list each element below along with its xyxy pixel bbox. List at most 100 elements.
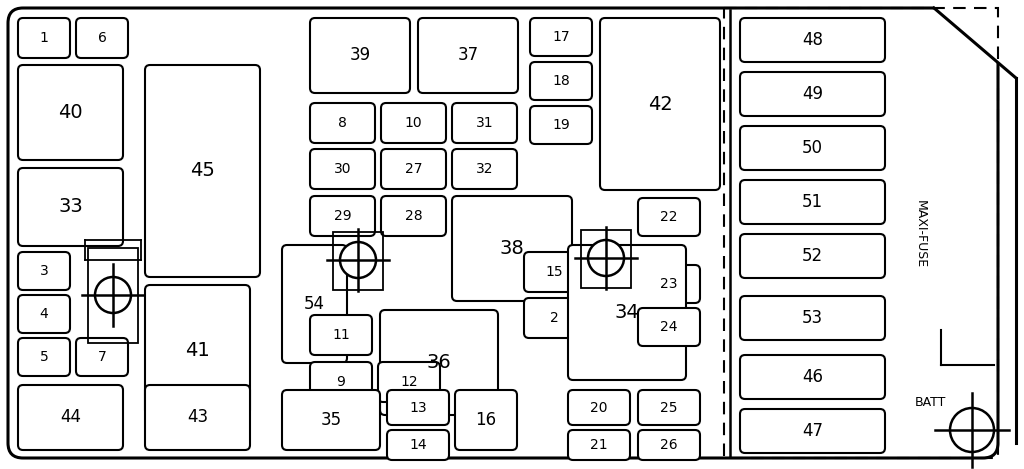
Text: 16: 16 bbox=[475, 411, 497, 429]
FancyBboxPatch shape bbox=[740, 18, 885, 62]
Text: 26: 26 bbox=[660, 438, 678, 452]
FancyBboxPatch shape bbox=[310, 103, 375, 143]
FancyBboxPatch shape bbox=[378, 362, 440, 402]
Text: 41: 41 bbox=[185, 340, 210, 360]
Text: 22: 22 bbox=[660, 210, 678, 224]
Text: 23: 23 bbox=[660, 277, 678, 291]
Text: 8: 8 bbox=[338, 116, 347, 130]
FancyBboxPatch shape bbox=[638, 430, 700, 460]
Bar bbox=[581, 230, 631, 288]
FancyBboxPatch shape bbox=[638, 198, 700, 236]
FancyBboxPatch shape bbox=[8, 8, 998, 458]
Text: BATT: BATT bbox=[914, 395, 946, 408]
Bar bbox=[724, 8, 998, 458]
FancyBboxPatch shape bbox=[740, 180, 885, 224]
FancyBboxPatch shape bbox=[76, 338, 128, 376]
FancyBboxPatch shape bbox=[530, 18, 592, 56]
Text: 31: 31 bbox=[476, 116, 494, 130]
FancyBboxPatch shape bbox=[381, 103, 446, 143]
Text: 9: 9 bbox=[337, 375, 345, 389]
Text: 6: 6 bbox=[97, 31, 106, 45]
Text: 4: 4 bbox=[40, 307, 48, 321]
FancyBboxPatch shape bbox=[524, 298, 584, 338]
Text: 28: 28 bbox=[404, 209, 422, 223]
Text: 50: 50 bbox=[802, 139, 823, 157]
FancyBboxPatch shape bbox=[568, 245, 686, 380]
FancyBboxPatch shape bbox=[452, 103, 517, 143]
Text: 10: 10 bbox=[404, 116, 422, 130]
FancyBboxPatch shape bbox=[387, 430, 449, 460]
FancyBboxPatch shape bbox=[18, 65, 123, 160]
FancyBboxPatch shape bbox=[18, 168, 123, 246]
FancyBboxPatch shape bbox=[740, 234, 885, 278]
Text: 24: 24 bbox=[660, 320, 678, 334]
FancyBboxPatch shape bbox=[740, 72, 885, 116]
Text: 21: 21 bbox=[590, 438, 608, 452]
FancyBboxPatch shape bbox=[452, 149, 517, 189]
Text: 13: 13 bbox=[410, 401, 427, 415]
Text: 38: 38 bbox=[500, 239, 524, 258]
Text: 40: 40 bbox=[58, 103, 83, 122]
FancyBboxPatch shape bbox=[310, 18, 410, 93]
FancyBboxPatch shape bbox=[387, 390, 449, 425]
Text: 36: 36 bbox=[427, 353, 452, 372]
FancyBboxPatch shape bbox=[381, 149, 446, 189]
FancyBboxPatch shape bbox=[282, 245, 347, 363]
Bar bbox=[333, 232, 383, 290]
Polygon shape bbox=[934, 6, 1016, 78]
Text: 5: 5 bbox=[40, 350, 48, 364]
FancyBboxPatch shape bbox=[638, 390, 700, 425]
Circle shape bbox=[950, 408, 994, 452]
FancyBboxPatch shape bbox=[310, 315, 372, 355]
Circle shape bbox=[340, 242, 376, 278]
Text: 35: 35 bbox=[321, 411, 342, 429]
FancyBboxPatch shape bbox=[418, 18, 518, 93]
Text: 12: 12 bbox=[400, 375, 418, 389]
FancyBboxPatch shape bbox=[638, 265, 700, 303]
FancyBboxPatch shape bbox=[145, 285, 250, 415]
FancyBboxPatch shape bbox=[310, 196, 375, 236]
FancyBboxPatch shape bbox=[530, 106, 592, 144]
FancyBboxPatch shape bbox=[455, 390, 517, 450]
FancyBboxPatch shape bbox=[18, 338, 70, 376]
Text: 7: 7 bbox=[97, 350, 106, 364]
FancyBboxPatch shape bbox=[282, 390, 380, 450]
FancyBboxPatch shape bbox=[452, 196, 572, 301]
FancyBboxPatch shape bbox=[381, 196, 446, 236]
FancyBboxPatch shape bbox=[18, 295, 70, 333]
FancyBboxPatch shape bbox=[524, 252, 584, 292]
Text: 48: 48 bbox=[802, 31, 823, 49]
FancyBboxPatch shape bbox=[600, 18, 720, 190]
FancyBboxPatch shape bbox=[18, 252, 70, 290]
Text: 43: 43 bbox=[187, 408, 208, 426]
Text: 39: 39 bbox=[349, 46, 371, 65]
Text: 47: 47 bbox=[802, 422, 823, 440]
Text: 25: 25 bbox=[660, 401, 678, 415]
Text: 37: 37 bbox=[458, 46, 478, 65]
Text: 15: 15 bbox=[545, 265, 563, 279]
FancyBboxPatch shape bbox=[530, 62, 592, 100]
FancyBboxPatch shape bbox=[310, 149, 375, 189]
Text: 44: 44 bbox=[60, 408, 81, 426]
Text: 34: 34 bbox=[614, 303, 639, 322]
Text: 20: 20 bbox=[590, 401, 608, 415]
Text: 19: 19 bbox=[552, 118, 570, 132]
Text: 27: 27 bbox=[404, 162, 422, 176]
Text: 51: 51 bbox=[802, 193, 823, 211]
Text: 29: 29 bbox=[334, 209, 351, 223]
FancyBboxPatch shape bbox=[638, 308, 700, 346]
Text: 14: 14 bbox=[410, 438, 427, 452]
FancyBboxPatch shape bbox=[568, 430, 630, 460]
FancyBboxPatch shape bbox=[740, 409, 885, 453]
Circle shape bbox=[588, 240, 624, 276]
FancyBboxPatch shape bbox=[740, 296, 885, 340]
FancyBboxPatch shape bbox=[568, 390, 630, 425]
Text: 18: 18 bbox=[552, 74, 570, 88]
Bar bbox=[88, 248, 138, 343]
Text: 30: 30 bbox=[334, 162, 351, 176]
FancyBboxPatch shape bbox=[740, 355, 885, 399]
Text: MAXI-FUSE: MAXI-FUSE bbox=[913, 200, 927, 268]
FancyBboxPatch shape bbox=[310, 362, 372, 402]
FancyBboxPatch shape bbox=[18, 18, 70, 58]
Text: 45: 45 bbox=[190, 161, 215, 181]
